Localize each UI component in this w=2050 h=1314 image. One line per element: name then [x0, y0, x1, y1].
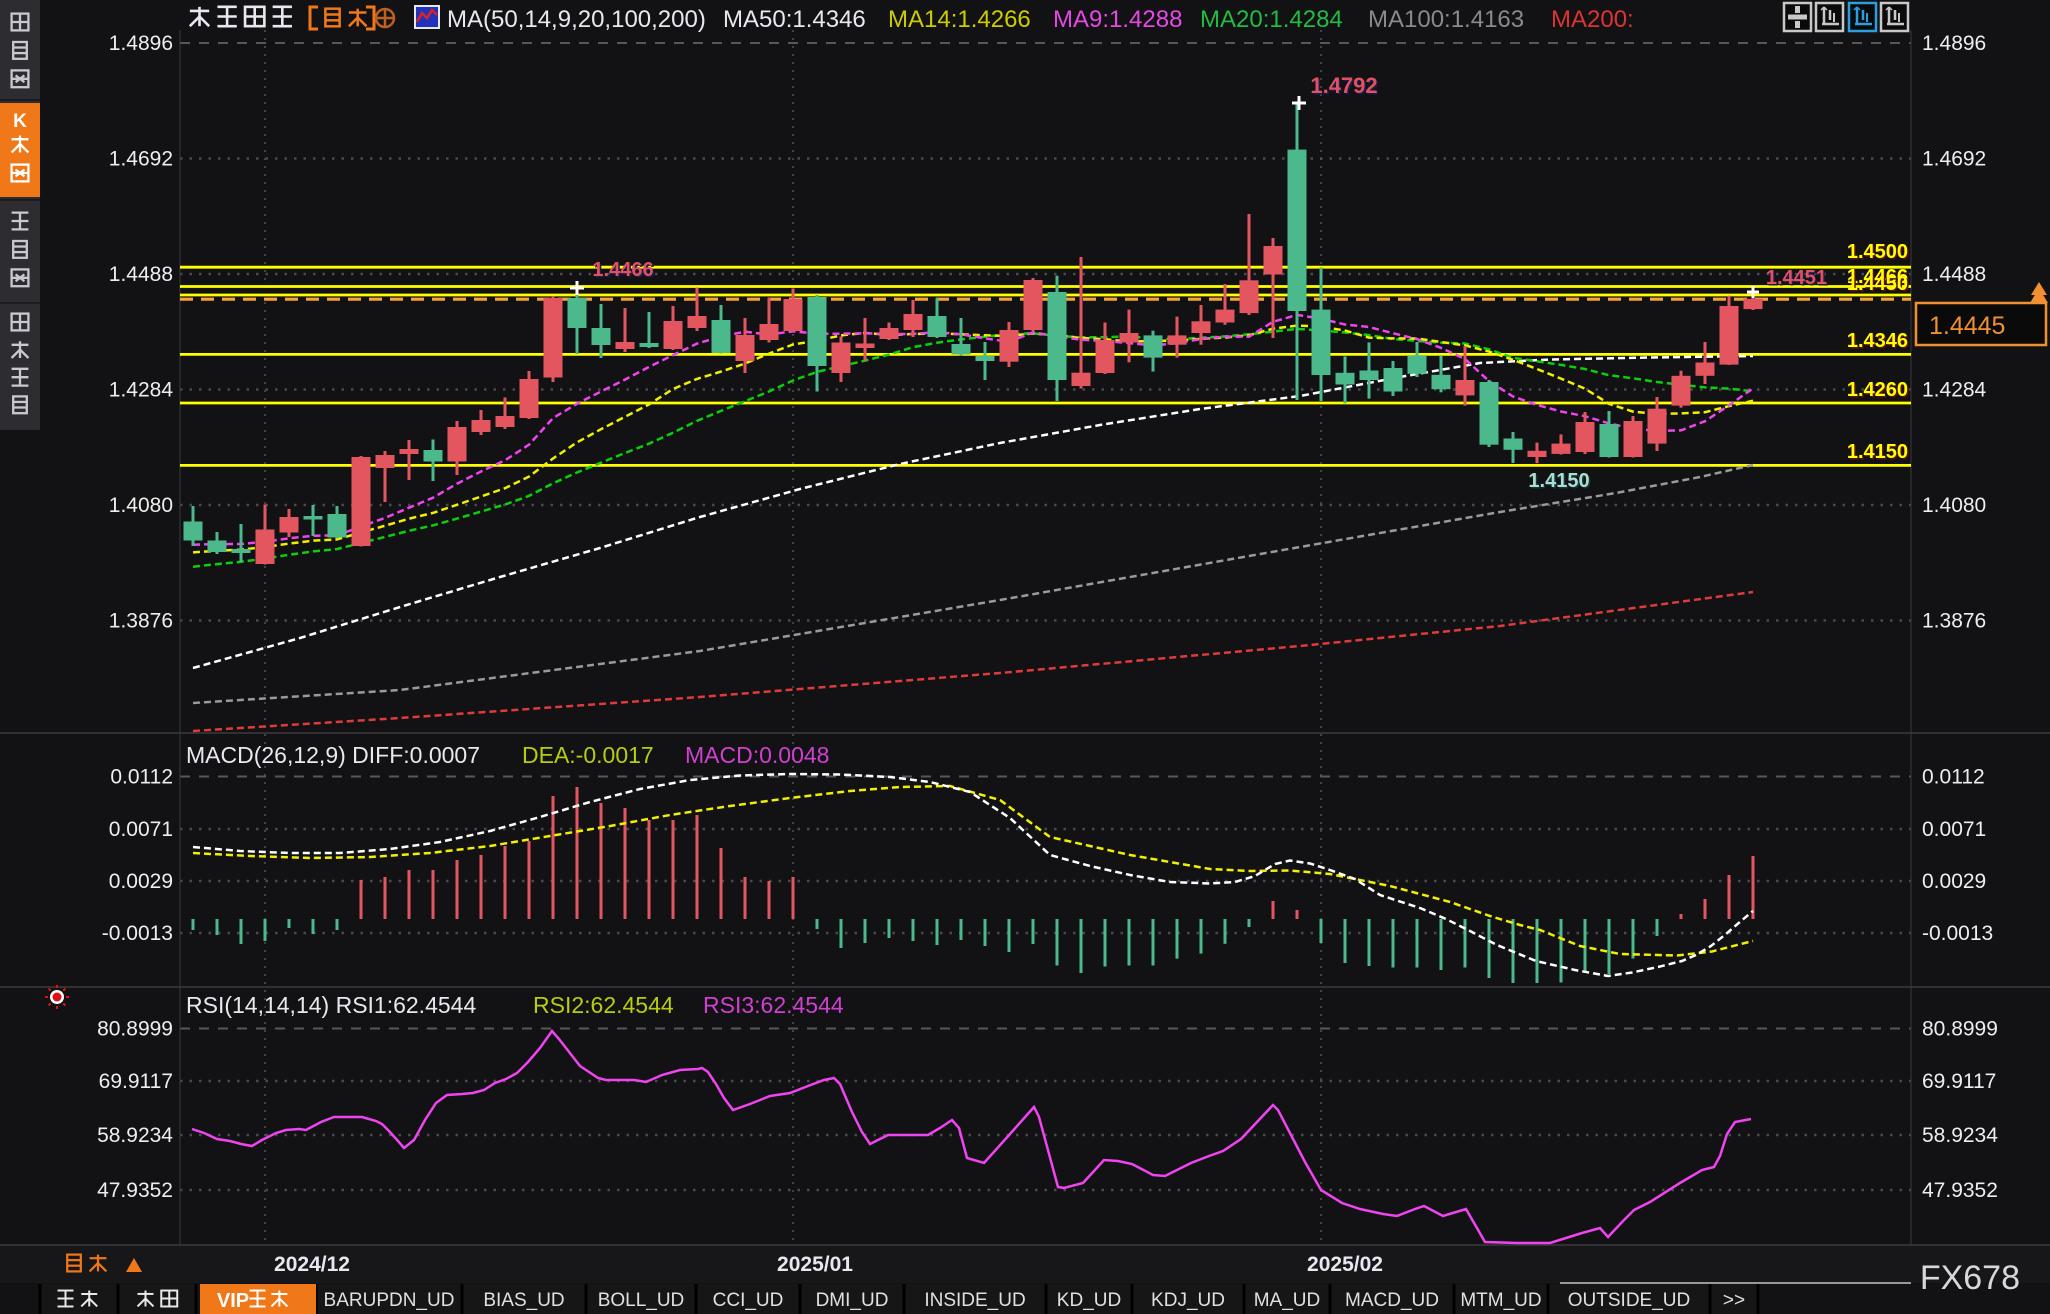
- svg-text:1.3876: 1.3876: [109, 610, 173, 633]
- svg-text:0.0071: 0.0071: [1922, 818, 1986, 841]
- svg-text:VIP: VIP: [217, 1290, 249, 1312]
- svg-text:MA50:1.4346: MA50:1.4346: [723, 6, 866, 33]
- svg-text:1.4284: 1.4284: [1922, 379, 1987, 402]
- svg-text:1.4466: 1.4466: [1848, 268, 1909, 290]
- svg-text:1.4466: 1.4466: [1847, 266, 1908, 288]
- svg-text:1.4150: 1.4150: [1847, 441, 1908, 463]
- svg-text:1.4346: 1.4346: [1847, 330, 1908, 352]
- svg-text:OUTSIDE_UD: OUTSIDE_UD: [1568, 1290, 1690, 1311]
- svg-text:47.9352: 47.9352: [1922, 1179, 1998, 1202]
- svg-text:69.9117: 69.9117: [99, 1070, 173, 1093]
- svg-text:1.4692: 1.4692: [1922, 148, 1986, 171]
- svg-text:1.3876: 1.3876: [1922, 610, 1986, 633]
- svg-text:1.4896: 1.4896: [109, 32, 173, 55]
- svg-text:BIAS_UD: BIAS_UD: [483, 1290, 564, 1311]
- svg-text:MA14:1.4266: MA14:1.4266: [888, 6, 1031, 33]
- svg-text:MACD(26,12,9) DIFF:0.0007: MACD(26,12,9) DIFF:0.0007: [186, 742, 480, 768]
- svg-text:MA200:: MA200:: [1551, 6, 1634, 33]
- svg-text:1.4500: 1.4500: [1848, 243, 1909, 265]
- svg-text:1.4450: 1.4450: [1847, 273, 1908, 295]
- svg-text:1.4150: 1.4150: [1848, 443, 1909, 465]
- svg-text:1.4488: 1.4488: [109, 263, 173, 286]
- svg-text:0.0029: 0.0029: [109, 870, 173, 893]
- svg-text:1.4445: 1.4445: [1929, 312, 2005, 340]
- svg-text:DEA:-0.0017: DEA:-0.0017: [522, 742, 654, 768]
- svg-text:KDJ_UD: KDJ_UD: [1151, 1290, 1225, 1311]
- svg-text:RSI(14,14,14) RSI1:62.4544: RSI(14,14,14) RSI1:62.4544: [186, 992, 476, 1018]
- svg-text:1.4488: 1.4488: [1922, 263, 1986, 286]
- svg-text:0.0029: 0.0029: [1922, 870, 1986, 893]
- svg-text:MA20:1.4284: MA20:1.4284: [1200, 6, 1343, 33]
- svg-text:FX678: FX678: [1920, 1259, 2020, 1297]
- svg-text:1.4792: 1.4792: [1310, 73, 1377, 98]
- svg-text:1.4466: 1.4466: [594, 261, 655, 283]
- svg-text:2025/02: 2025/02: [1307, 1253, 1383, 1276]
- svg-text:80.8999: 80.8999: [97, 1018, 173, 1041]
- svg-text:RSI2:62.4544: RSI2:62.4544: [533, 992, 674, 1018]
- svg-text:CCI_UD: CCI_UD: [713, 1290, 784, 1311]
- svg-text:1.4896: 1.4896: [1922, 32, 1986, 55]
- svg-text:47.9352: 47.9352: [97, 1179, 173, 1202]
- svg-text:1.4792: 1.4792: [1312, 75, 1379, 100]
- svg-text:0.0112: 0.0112: [1922, 766, 1985, 789]
- svg-text:MA100:1.4163: MA100:1.4163: [1368, 6, 1524, 33]
- svg-text:1.4692: 1.4692: [109, 148, 173, 171]
- svg-text:1.4080: 1.4080: [109, 494, 173, 517]
- svg-text:2025/01: 2025/01: [777, 1253, 853, 1276]
- svg-text:0.0071: 0.0071: [109, 818, 173, 841]
- svg-text:1.4080: 1.4080: [1922, 494, 1986, 517]
- svg-text:1.4450: 1.4450: [1848, 275, 1909, 297]
- svg-text:0.0112: 0.0112: [110, 766, 173, 789]
- svg-text:RSI3:62.4544: RSI3:62.4544: [703, 992, 844, 1018]
- svg-text:MA(50,14,9,20,100,200): MA(50,14,9,20,100,200): [447, 6, 706, 33]
- svg-text:1.4150: 1.4150: [1528, 470, 1589, 492]
- svg-text:MACD_UD: MACD_UD: [1345, 1290, 1439, 1311]
- svg-text:MA_UD: MA_UD: [1254, 1290, 1321, 1311]
- svg-text:2024/12: 2024/12: [274, 1253, 350, 1276]
- svg-text:BARUPDN_UD: BARUPDN_UD: [324, 1290, 455, 1311]
- svg-text:1.4260: 1.4260: [1847, 379, 1908, 401]
- svg-text:MA9:1.4288: MA9:1.4288: [1053, 6, 1182, 33]
- svg-text:DMI_UD: DMI_UD: [816, 1290, 889, 1311]
- svg-text:80.8999: 80.8999: [1922, 1018, 1998, 1041]
- svg-text:1.4451: 1.4451: [1766, 267, 1827, 289]
- svg-text:1.4150: 1.4150: [1530, 472, 1591, 494]
- svg-text:58.9234: 58.9234: [1922, 1124, 1998, 1147]
- svg-text:>>: >>: [1723, 1290, 1745, 1311]
- svg-text:-0.0013: -0.0013: [1922, 922, 1993, 945]
- svg-text:MACD:0.0048: MACD:0.0048: [685, 742, 829, 768]
- svg-text:1.4260: 1.4260: [1848, 381, 1909, 403]
- svg-text:1.4346: 1.4346: [1848, 332, 1909, 354]
- svg-text:58.9234: 58.9234: [97, 1124, 173, 1147]
- svg-text:1.4500: 1.4500: [1847, 241, 1908, 263]
- svg-text:69.9117: 69.9117: [1922, 1070, 1996, 1093]
- svg-text:1.4284: 1.4284: [109, 379, 174, 402]
- svg-text:1.4451: 1.4451: [1767, 269, 1828, 291]
- svg-text:K: K: [13, 111, 27, 132]
- svg-text:BOLL_UD: BOLL_UD: [598, 1290, 685, 1311]
- svg-text:KD_UD: KD_UD: [1057, 1290, 1121, 1311]
- svg-text:INSIDE_UD: INSIDE_UD: [924, 1290, 1025, 1311]
- svg-text:1.4466: 1.4466: [592, 259, 653, 281]
- svg-text:-0.0013: -0.0013: [102, 922, 173, 945]
- svg-text:MTM_UD: MTM_UD: [1460, 1290, 1541, 1311]
